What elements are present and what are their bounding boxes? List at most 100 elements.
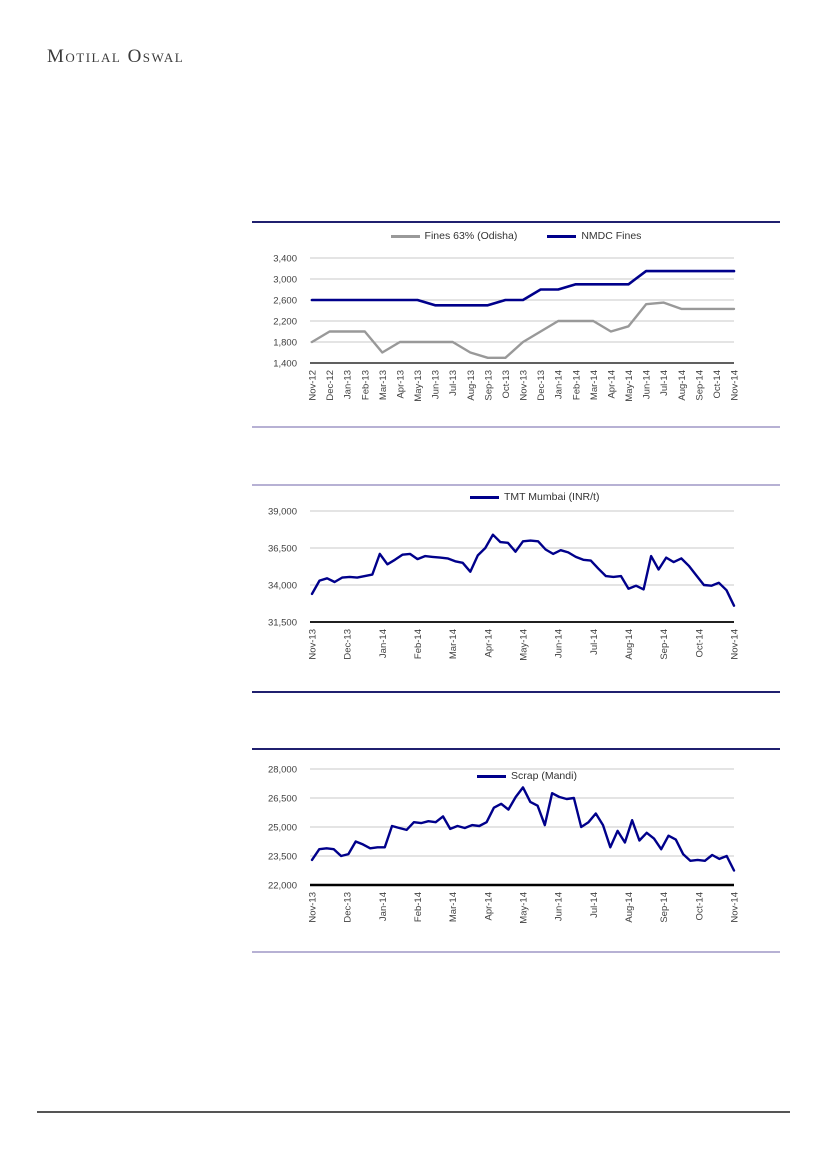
x-tick-label: Apr-14 <box>483 629 494 658</box>
chart-plot: 28,000 26,500 25,000 23,500 22,000 Nov-13 Dec-… <box>268 765 741 924</box>
legend-item: Scrap (Mandi) <box>477 770 577 782</box>
series-line-1 <box>310 786 736 872</box>
legend-item: TMT Mumbai (INR/t) <box>470 491 599 503</box>
y-tick-label: 2,200 <box>273 317 297 328</box>
x-tick-label: Sep-14 <box>659 629 670 660</box>
y-tick-label: 22,000 <box>268 881 297 892</box>
chart-top-border <box>252 221 780 223</box>
x-tick-label: Nov-14 <box>730 629 741 660</box>
legend-line-swatch <box>470 495 499 499</box>
x-tick-label: May-14 <box>519 892 530 924</box>
x-tick-label: Sep-14 <box>694 370 705 401</box>
x-tick-label: Nov-14 <box>730 892 741 923</box>
chart-bottom-border <box>252 951 780 953</box>
legend-label: Scrap (Mandi) <box>511 770 577 782</box>
chart-bottom-border <box>252 691 780 693</box>
y-tick-label: 28,000 <box>268 765 297 776</box>
footer-rule <box>37 1111 790 1113</box>
chart-legend: Fines 63% (Odisha) NMDC Fines <box>252 230 780 242</box>
x-tick-label: Oct-13 <box>501 370 512 399</box>
y-tick-label: 2,600 <box>273 296 297 307</box>
x-tick-label: Jan-13 <box>343 370 354 399</box>
chart-tmt-mumbai-block: TMT Mumbai (INR/t) 39,000 36,500 34,000 31,… <box>252 484 780 693</box>
x-tick-label: Apr-14 <box>483 892 494 921</box>
x-tick-label: Oct-14 <box>694 892 705 921</box>
x-tick-label: Nov-13 <box>308 629 319 660</box>
y-tick-label: 36,500 <box>268 544 297 555</box>
x-tick-label: Jun-14 <box>642 370 653 399</box>
y-tick-label: 26,500 <box>268 794 297 805</box>
y-tick-label: 1,400 <box>273 359 297 370</box>
legend-item: NMDC Fines <box>547 230 641 242</box>
y-tick-label: 39,000 <box>268 507 297 518</box>
y-tick-label: 3,400 <box>273 254 297 265</box>
x-tick-label: Mar-13 <box>378 370 389 400</box>
y-tick-label: 1,800 <box>273 338 297 349</box>
chart-iron-ore-fines-block: Fines 63% (Odisha) NMDC Fines 3,400 3,000 2… <box>252 221 780 428</box>
x-tick-label: Feb-13 <box>360 370 371 400</box>
y-tick-label: 34,000 <box>268 581 297 592</box>
x-tick-label: May-14 <box>519 629 530 661</box>
x-tick-label: Sep-13 <box>483 370 494 401</box>
legend-line-swatch <box>477 774 506 778</box>
series-line-1 <box>310 301 736 360</box>
chart-legend: TMT Mumbai (INR/t) <box>470 491 599 503</box>
x-tick-label: Jul-14 <box>659 370 670 396</box>
series-line-1 <box>310 533 736 607</box>
x-tick-label: Jan-14 <box>378 629 389 658</box>
x-tick-label: Dec-13 <box>343 629 354 660</box>
x-tick-label: Dec-12 <box>325 370 336 401</box>
y-tick-label: 31,500 <box>268 618 297 629</box>
x-tick-label: Aug-14 <box>624 892 635 923</box>
x-tick-label: Feb-14 <box>571 370 582 400</box>
chart-top-border <box>252 748 780 750</box>
chart-top-border <box>252 484 780 486</box>
x-tick-label: Dec-13 <box>343 892 354 923</box>
x-tick-label: Oct-14 <box>712 370 723 399</box>
x-tick-label: Aug-13 <box>466 370 477 401</box>
legend-line-swatch <box>547 234 577 238</box>
x-tick-label: Apr-13 <box>395 370 406 399</box>
y-tick-label: 3,000 <box>273 275 297 286</box>
legend-label: TMT Mumbai (INR/t) <box>504 491 600 503</box>
x-tick-label: Feb-14 <box>413 629 424 659</box>
x-tick-label: Nov-14 <box>730 370 741 401</box>
x-tick-label: Nov-12 <box>308 370 319 401</box>
chart-scrap-mandi-block: Scrap (Mandi) 28,000 26,500 25,000 23,500 22… <box>252 748 780 953</box>
x-tick-label: Jan-14 <box>554 370 565 399</box>
company-logo: Motilal Oswal <box>47 46 185 67</box>
x-tick-label: Sep-14 <box>659 892 670 923</box>
chart-legend: Scrap (Mandi) <box>477 770 577 782</box>
x-tick-label: Jun-14 <box>554 629 565 658</box>
x-tick-label: Mar-14 <box>448 892 459 922</box>
x-tick-label: Oct-14 <box>694 629 705 658</box>
x-tick-label: Jun-13 <box>431 370 442 399</box>
x-tick-label: Nov-13 <box>519 370 530 401</box>
legend-label: NMDC Fines <box>581 230 642 242</box>
series-line-2 <box>310 269 736 307</box>
x-tick-label: Jul-14 <box>589 629 600 655</box>
x-tick-label: Mar-14 <box>589 370 600 400</box>
x-tick-label: Mar-14 <box>448 629 459 659</box>
x-tick-label: Aug-14 <box>677 370 688 401</box>
chart-plot: 3,400 3,000 2,600 2,200 1,800 1,400 Nov-12 Dec-… <box>273 254 741 402</box>
x-tick-label: Jul-13 <box>448 370 459 396</box>
x-tick-label: Feb-14 <box>413 892 424 922</box>
x-tick-label: May-13 <box>413 370 424 402</box>
x-tick-label: Apr-14 <box>606 370 617 399</box>
x-tick-label: Dec-13 <box>536 370 547 401</box>
x-tick-label: Jul-14 <box>589 892 600 918</box>
chart-plot: 39,000 36,500 34,000 31,500 Nov-13 Dec-13 Jan-… <box>268 507 741 661</box>
chart-bottom-border <box>252 426 780 428</box>
y-tick-label: 25,000 <box>268 823 297 834</box>
x-tick-label: Aug-14 <box>624 629 635 660</box>
legend-item: Fines 63% (Odisha) <box>390 230 518 242</box>
x-tick-label: May-14 <box>624 370 635 402</box>
legend-line-swatch <box>390 234 420 238</box>
x-tick-label: Nov-13 <box>308 892 319 923</box>
legend-label: Fines 63% (Odisha) <box>424 230 518 242</box>
x-tick-label: Jun-14 <box>554 892 565 921</box>
x-tick-label: Jan-14 <box>378 892 389 921</box>
y-tick-label: 23,500 <box>268 852 297 863</box>
